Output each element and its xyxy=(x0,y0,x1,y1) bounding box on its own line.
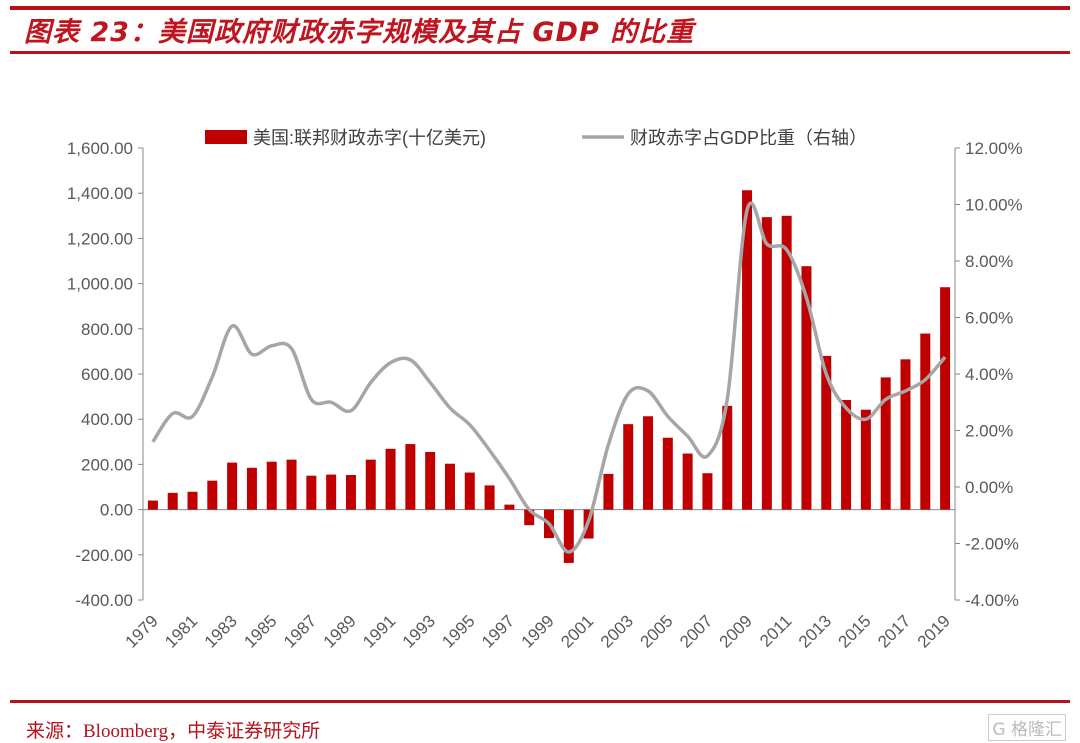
x-tick-label: 1999 xyxy=(518,611,558,651)
bar-2002 xyxy=(603,473,614,510)
bar-2006 xyxy=(682,453,693,510)
x-tick-label: 1985 xyxy=(240,611,280,651)
right-tick-label: -4.00% xyxy=(965,591,1019,610)
title-rule xyxy=(10,51,1070,54)
x-tick-label: 1987 xyxy=(280,611,320,651)
bar-2012 xyxy=(801,266,812,510)
bar-1990 xyxy=(365,459,376,510)
bar-2018 xyxy=(920,333,931,510)
bar-2003 xyxy=(623,424,634,510)
right-tick-label: -2.00% xyxy=(965,535,1019,554)
x-tick-label: 1991 xyxy=(359,611,399,651)
x-tick-label: 2019 xyxy=(914,611,954,651)
left-tick-label: 0.00 xyxy=(100,501,133,520)
top-rule xyxy=(10,6,1070,10)
source-note: 来源：Bloomberg，中泰证券研究所 xyxy=(26,721,321,742)
chart-title: 图表 23：美国政府财政赤字规模及其占 GDP 的比重 xyxy=(24,17,695,48)
x-tick-label: 1993 xyxy=(399,611,439,651)
x-tick-label: 2009 xyxy=(716,611,756,651)
bar-1997 xyxy=(504,504,515,510)
bar-1993 xyxy=(425,451,436,510)
bar-2016 xyxy=(880,377,891,510)
x-tick-label: 2011 xyxy=(756,611,795,650)
bar-2009 xyxy=(742,190,753,510)
bar-1988 xyxy=(326,474,337,510)
x-tick-label: 1981 xyxy=(161,611,201,651)
x-tick-label: 1979 xyxy=(122,611,162,651)
bar-1991 xyxy=(385,448,396,510)
bar-1981 xyxy=(187,491,198,510)
bar-1998 xyxy=(524,509,535,526)
left-tick-label: 200.00 xyxy=(81,455,133,474)
legend-bar-swatch xyxy=(205,130,247,144)
bar-2007 xyxy=(702,473,713,510)
bar-1982 xyxy=(207,480,218,510)
left-tick-label: -400.00 xyxy=(75,591,133,610)
right-tick-label: 8.00% xyxy=(965,252,1013,271)
bar-1994 xyxy=(444,463,455,510)
bar-2019 xyxy=(940,287,951,510)
bar-1985 xyxy=(266,461,277,510)
right-tick-label: 2.00% xyxy=(965,422,1013,441)
chart: 1,600.00 1,400.00 1,200.00 1,000.00 800.00 60… xyxy=(67,128,1023,652)
right-tick-label: 6.00% xyxy=(965,309,1013,328)
bar-2000 xyxy=(563,509,574,563)
x-tick-label: 2003 xyxy=(597,611,637,651)
x-tick-label: 1995 xyxy=(438,611,478,651)
bar-1984 xyxy=(246,467,257,510)
x-tick-label: 1997 xyxy=(478,611,518,651)
bar-2004 xyxy=(643,416,654,510)
bar-1980 xyxy=(167,492,178,510)
x-tick-label: 2007 xyxy=(676,611,716,651)
bar-1983 xyxy=(227,462,238,510)
bottom-rule xyxy=(10,700,1070,703)
left-tick-label: 1,000.00 xyxy=(67,275,133,294)
right-tick-label: 10.00% xyxy=(965,196,1023,215)
left-tick-label: 1,400.00 xyxy=(67,184,133,203)
left-tick-label: 800.00 xyxy=(81,320,133,339)
left-tick-label: 600.00 xyxy=(81,365,133,384)
bar-1987 xyxy=(306,475,317,510)
bar-2010 xyxy=(761,217,772,510)
bar-2014 xyxy=(841,399,852,510)
left-tick-label: 1,600.00 xyxy=(67,139,133,158)
legend-bar-label: 美国:联邦财政赤字(十亿美元) xyxy=(253,128,486,148)
x-tick-label: 1989 xyxy=(320,611,360,651)
bar-2013 xyxy=(821,355,832,510)
bar-2008 xyxy=(722,405,733,510)
left-tick-label: -200.00 xyxy=(75,546,133,565)
watermark-logo: G 格隆汇 xyxy=(988,714,1066,741)
x-tick-label: 2013 xyxy=(795,611,835,651)
gdp-ratio-line xyxy=(151,201,947,554)
x-tick-label: 2015 xyxy=(835,611,875,651)
bar-1989 xyxy=(345,475,356,510)
bar-1992 xyxy=(405,444,416,510)
left-tick-label: 1,200.00 xyxy=(67,229,133,248)
bar-1995 xyxy=(464,472,475,510)
right-tick-label: 0.00% xyxy=(965,478,1013,497)
x-tick-label: 1983 xyxy=(201,611,241,651)
bar-2011 xyxy=(781,215,792,510)
right-tick-label: 12.00% xyxy=(965,139,1023,158)
bar-2017 xyxy=(900,359,911,510)
bar-1996 xyxy=(484,485,495,510)
x-tick-label: 2001 xyxy=(557,611,597,651)
legend-line-label: 财政赤字占GDP比重（右轴） xyxy=(630,128,867,148)
bar-1986 xyxy=(286,459,297,510)
bar-2005 xyxy=(662,437,673,510)
x-tick-label: 2017 xyxy=(874,611,914,651)
bar-2015 xyxy=(860,409,871,510)
bar-1979 xyxy=(147,500,158,510)
right-tick-label: 4.00% xyxy=(965,365,1013,384)
left-tick-label: 400.00 xyxy=(81,410,133,429)
x-tick-label: 2005 xyxy=(636,611,676,651)
